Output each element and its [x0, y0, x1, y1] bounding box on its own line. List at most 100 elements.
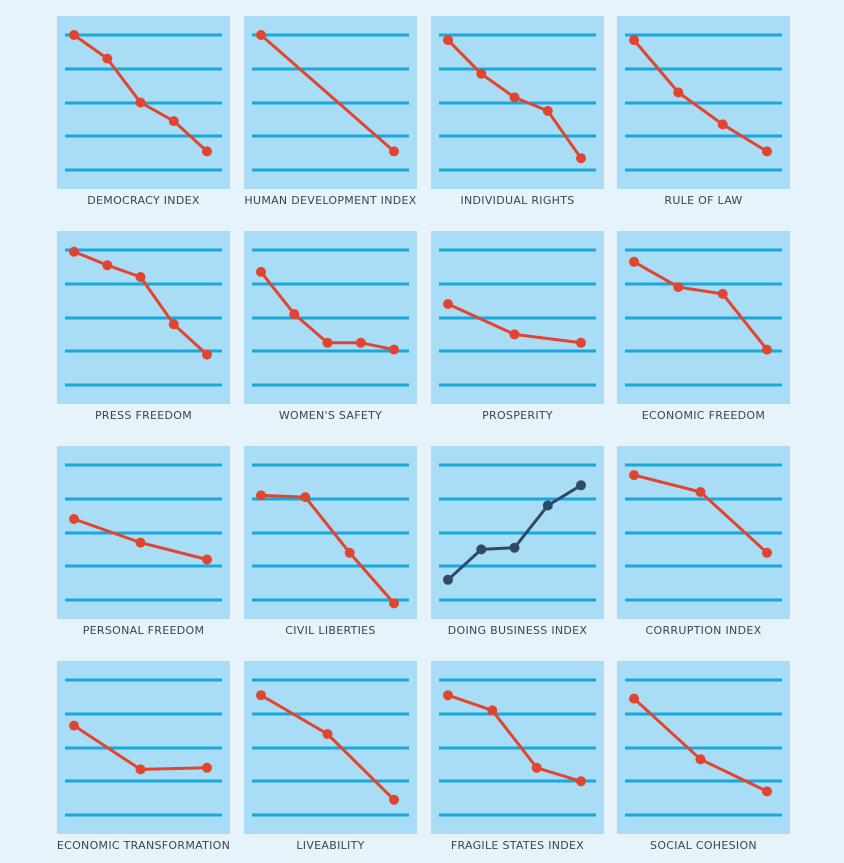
chart-plot [439, 248, 596, 387]
data-point [168, 116, 179, 127]
series-line [260, 33, 395, 153]
data-point [102, 53, 113, 64]
data-point [509, 329, 520, 340]
data-point [542, 500, 553, 511]
data-point [202, 349, 212, 360]
data-point [443, 574, 453, 585]
chart-panel [244, 446, 417, 619]
chart-title: RULE OF LAW [664, 194, 743, 207]
data-point [322, 337, 333, 348]
chart-panel [57, 231, 230, 404]
data-point [256, 490, 266, 501]
chart-plot [625, 33, 782, 172]
data-point [762, 146, 772, 157]
chart-title: HUMAN DEVELOPMENT INDEX [244, 194, 417, 207]
data-point [289, 309, 300, 320]
chart-panel [57, 661, 230, 834]
data-point [576, 153, 586, 164]
data-point [69, 514, 79, 524]
data-point [487, 705, 498, 716]
chart-title: INDIVIDUAL RIGHTS [460, 194, 575, 207]
chart-panel [244, 16, 417, 189]
chart-title: FRAGILE STATES INDEX [450, 839, 585, 852]
data-point [202, 554, 212, 565]
data-point [344, 547, 355, 558]
data-point [717, 288, 728, 299]
chart-panel [244, 231, 417, 404]
data-point [355, 337, 366, 348]
chart-plot [65, 678, 222, 817]
data-point [202, 762, 212, 773]
chart-title: DOING BUSINESS INDEX [447, 624, 588, 637]
chart-plot [625, 248, 782, 387]
data-point [629, 256, 639, 267]
data-point [102, 260, 113, 271]
data-point [531, 762, 542, 773]
data-point [256, 690, 266, 701]
chart-title: WOMEN'S SAFETY [278, 409, 383, 422]
data-point [322, 729, 333, 739]
chart-panel [57, 16, 230, 189]
chart-panel [617, 661, 790, 834]
chart-title: PROSPERITY [482, 409, 553, 422]
chart-plot [625, 678, 782, 817]
chart-title: PRESS FREEDOM [94, 409, 193, 422]
chart-title: ECONOMIC TRANSFORMATION [56, 839, 231, 852]
data-point [629, 693, 639, 704]
data-point [256, 266, 266, 277]
data-point [509, 542, 520, 553]
data-point [629, 35, 639, 46]
data-point [576, 776, 586, 787]
chart-panel [244, 661, 417, 834]
data-point [389, 598, 399, 609]
data-point [443, 690, 453, 701]
series-line [73, 250, 209, 356]
data-point [717, 119, 728, 130]
data-point [202, 146, 212, 157]
data-point [695, 754, 706, 765]
chart-title: CIVIL LIBERTIES [285, 624, 376, 637]
chart-plot [252, 678, 409, 817]
data-point [256, 30, 266, 40]
series-line [260, 493, 396, 605]
chart-panel [431, 231, 604, 404]
data-point [509, 92, 520, 103]
data-point [69, 30, 79, 40]
data-point [476, 544, 487, 555]
series-line [73, 33, 209, 153]
chart-plot [65, 246, 222, 387]
data-point [69, 720, 79, 731]
chart-plot [65, 30, 222, 172]
data-point [576, 480, 586, 491]
data-point [69, 246, 79, 257]
chart-plot [625, 463, 782, 602]
data-point [695, 487, 706, 497]
chart-panel [57, 446, 230, 619]
chart-title: ECONOMIC FREEDOM [641, 409, 766, 422]
data-point [576, 337, 586, 348]
chart-plot [439, 678, 596, 817]
data-point [389, 146, 399, 157]
chart-title: PERSONAL FREEDOM [82, 624, 205, 637]
data-point [389, 794, 399, 805]
chart-panel [431, 16, 604, 189]
chart-plot [252, 463, 409, 609]
data-point [135, 97, 146, 108]
chart-panel [617, 16, 790, 189]
chart-title: DEMOCRACY INDEX [87, 194, 200, 207]
chart-plot [252, 248, 409, 387]
data-point [300, 492, 311, 503]
chart-title: CORRUPTION INDEX [645, 624, 762, 637]
chart-panel [617, 231, 790, 404]
data-point [443, 299, 453, 309]
series-line [447, 693, 582, 783]
chart-plot [65, 463, 222, 602]
data-point [135, 764, 146, 775]
chart-panel [431, 446, 604, 619]
series-line [632, 39, 768, 153]
chart-plot [439, 33, 596, 172]
data-point [542, 105, 553, 116]
chart-panel [617, 446, 790, 619]
data-point [762, 547, 772, 558]
series-line [633, 260, 769, 351]
